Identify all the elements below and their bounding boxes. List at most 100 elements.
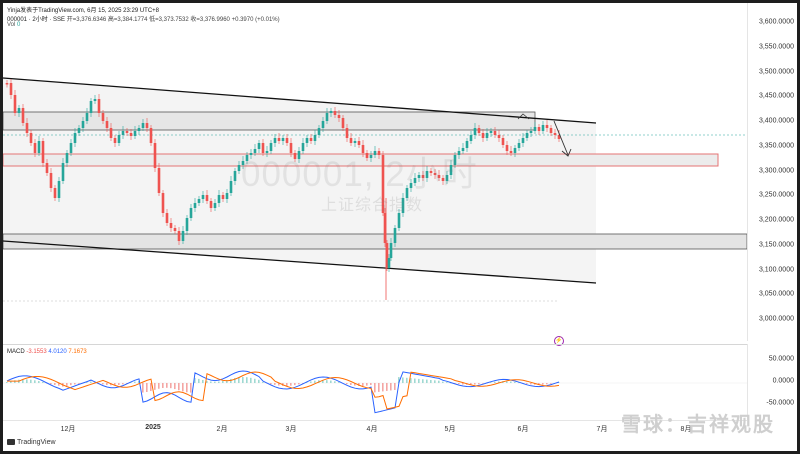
candle-body	[333, 111, 337, 115]
time-axis[interactable]: 12月 2025 2月 3月 4月 5月 6月 7月 8月	[3, 420, 747, 437]
candle-body	[177, 231, 181, 241]
candle-body	[401, 198, 405, 213]
macd-hist-bar	[58, 383, 60, 386]
time-tick-label: 5月	[444, 426, 456, 433]
candle-body	[77, 128, 81, 133]
macd-hist-bar	[294, 383, 296, 386]
price-tick-label: 3,150.0000	[758, 241, 794, 249]
macd-hist-bar	[70, 383, 72, 386]
candle-body	[381, 155, 385, 213]
time-tick-label: 8月	[680, 426, 692, 433]
macd-hist-bar	[426, 379, 428, 383]
support-zone	[3, 233, 748, 250]
macd-hist-bar	[258, 379, 260, 383]
symbol-label[interactable]: 000001 · 2小时 · SSE	[7, 17, 66, 23]
macd-hist-bar	[538, 383, 540, 385]
footer: TradingView	[3, 436, 797, 451]
target-icon[interactable]: ⚡	[554, 336, 564, 346]
macd-pane[interactable]: MACD -3.1553 4.0120 7.1673	[3, 344, 747, 421]
macd-hist-bar	[474, 383, 476, 385]
candle-body	[325, 113, 329, 121]
candle-body	[337, 115, 341, 118]
macd-hist-bar	[290, 383, 292, 386]
candle-body	[181, 231, 185, 241]
macd-hist-bar	[154, 383, 156, 390]
candle-body	[469, 135, 473, 141]
candle-body	[153, 143, 157, 168]
price-chart-svg[interactable]	[3, 3, 748, 341]
macd-axis[interactable]: 50.0000 0.0000 -50.0000	[747, 344, 797, 420]
candle-body	[69, 143, 73, 153]
open-value: 开=3,376.6346	[66, 17, 107, 23]
candle-body	[321, 121, 325, 128]
volume-label[interactable]: Vol	[7, 22, 16, 28]
macd-hist-bar	[518, 382, 520, 384]
macd-hist-bar	[198, 378, 200, 383]
candle-body	[205, 195, 209, 201]
macd-hist-bar	[246, 377, 248, 383]
candle-body	[533, 127, 537, 131]
price-tick-label: 3,450.0000	[758, 92, 794, 100]
candle-body	[397, 213, 401, 228]
macd-hist-bar	[510, 381, 512, 383]
candle-body	[237, 165, 241, 171]
candle-body	[253, 149, 257, 153]
macd-hist-bar	[42, 381, 44, 383]
projection-peak	[517, 113, 530, 120]
macd-hist-bar	[162, 383, 164, 389]
time-tick-label: 2月	[216, 426, 228, 433]
candle-body	[461, 148, 465, 151]
candle-body	[353, 141, 357, 143]
candle-body	[445, 175, 449, 181]
price-pane[interactable]: Yinja发表于TradingView.com, 6月 15, 2025 23:…	[3, 3, 748, 346]
macd-label[interactable]: MACD	[7, 349, 25, 355]
macd-hist-bar	[410, 378, 412, 383]
candle-body	[25, 123, 29, 133]
candle-body	[161, 193, 165, 213]
candle-body	[405, 188, 409, 198]
candle-body	[277, 138, 281, 141]
candle-body	[49, 173, 53, 188]
price-axis[interactable]: 3,600.0000 3,550.0000 3,500.0000 3,450.0000…	[747, 3, 797, 341]
macd-hist-bar	[138, 380, 140, 383]
macd-legend: MACD -3.1553 4.0120 7.1673	[7, 349, 87, 355]
macd-hist-bar	[202, 379, 204, 383]
macd-hist-bar	[78, 383, 80, 384]
macd-hist-bar	[558, 382, 560, 384]
macd-hist-bar	[402, 377, 404, 383]
volume-value: 0	[17, 22, 21, 28]
macd-hist-bar	[166, 383, 168, 388]
ohlc-legend: 000001 · 2小时 · SSE 开=3,376.6346 高=3,384.…	[7, 14, 280, 23]
macd-hist-bar	[286, 383, 288, 386]
candle-body	[137, 128, 141, 131]
candle-body	[285, 138, 289, 143]
candle-body	[81, 121, 85, 128]
candle-body	[269, 143, 273, 151]
candle-body	[509, 151, 513, 153]
candle-body	[521, 138, 525, 143]
price-tick-label: 3,600.0000	[758, 18, 794, 26]
macd-hist-bar	[86, 382, 88, 383]
macd-chart-svg[interactable]	[3, 345, 747, 421]
macd-signal-value: 7.1673	[68, 349, 87, 355]
macd-hist-bar	[262, 382, 264, 383]
time-tick-label: 2025	[145, 424, 161, 431]
candle-body	[429, 171, 433, 173]
candle-body	[109, 128, 113, 138]
macd-hist-bar	[74, 383, 76, 385]
price-tick-label: 3,200.0000	[758, 216, 794, 224]
candle-body	[213, 203, 217, 208]
tradingview-logo[interactable]: TradingView	[7, 439, 56, 446]
volume-legend: Vol 0	[7, 22, 20, 28]
candle-body	[513, 148, 517, 153]
time-tick-label: 6月	[517, 426, 529, 433]
candle-body	[173, 228, 177, 231]
macd-hist-bar	[542, 383, 544, 385]
candle-body	[557, 135, 561, 139]
publish-info: Yinja发表于TradingView.com, 6月 15, 2025 23:…	[7, 8, 160, 14]
macd-hist-bar	[190, 383, 192, 393]
price-tick-label: 3,000.0000	[758, 315, 794, 323]
macd-hist-bar	[442, 381, 444, 383]
resistance-zone	[3, 111, 536, 131]
macd-hist-bar	[446, 382, 448, 383]
